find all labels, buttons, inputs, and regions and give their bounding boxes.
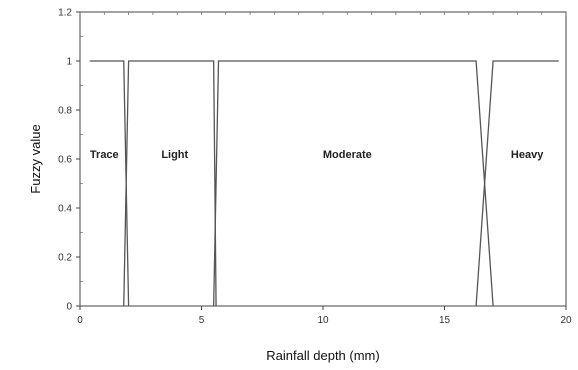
region-label-heavy: Heavy — [511, 149, 544, 161]
x-tick-label: 20 — [560, 315, 572, 326]
series-line-moderate — [213, 60, 494, 307]
y-tick-label: 1 — [66, 57, 72, 68]
y-tick-label: 0 — [66, 302, 72, 313]
x-tick-label: 15 — [439, 315, 451, 326]
series-line-trace — [89, 60, 130, 307]
x-tick-label: 5 — [199, 315, 205, 326]
y-tick-label: 0.6 — [58, 155, 72, 166]
region-labels: Trace Light Moderate Heavy — [90, 149, 544, 161]
y-tick-label: 0.4 — [58, 204, 72, 215]
series-line-light — [123, 60, 217, 307]
y-axis-title: Fuzzy value — [28, 124, 43, 193]
region-label-moderate: Moderate — [323, 149, 372, 161]
y-tick-label: 0.8 — [58, 106, 72, 117]
membership-series — [89, 60, 559, 307]
region-label-trace: Trace — [90, 149, 119, 161]
x-tick-label: 0 — [77, 315, 83, 326]
x-axis-title: Rainfall depth (mm) — [266, 348, 379, 363]
region-label-light: Light — [161, 149, 188, 161]
series-line-heavy — [475, 60, 559, 307]
y-axis-ticks: 0 0.2 0.4 0.6 0.8 1 1.2 — [58, 8, 83, 313]
y-tick-label: 1.2 — [58, 8, 72, 19]
x-axis-ticks: 0 5 10 15 20 — [77, 12, 572, 326]
x-tick-label: 10 — [317, 315, 329, 326]
y-tick-label: 0.2 — [58, 253, 72, 264]
